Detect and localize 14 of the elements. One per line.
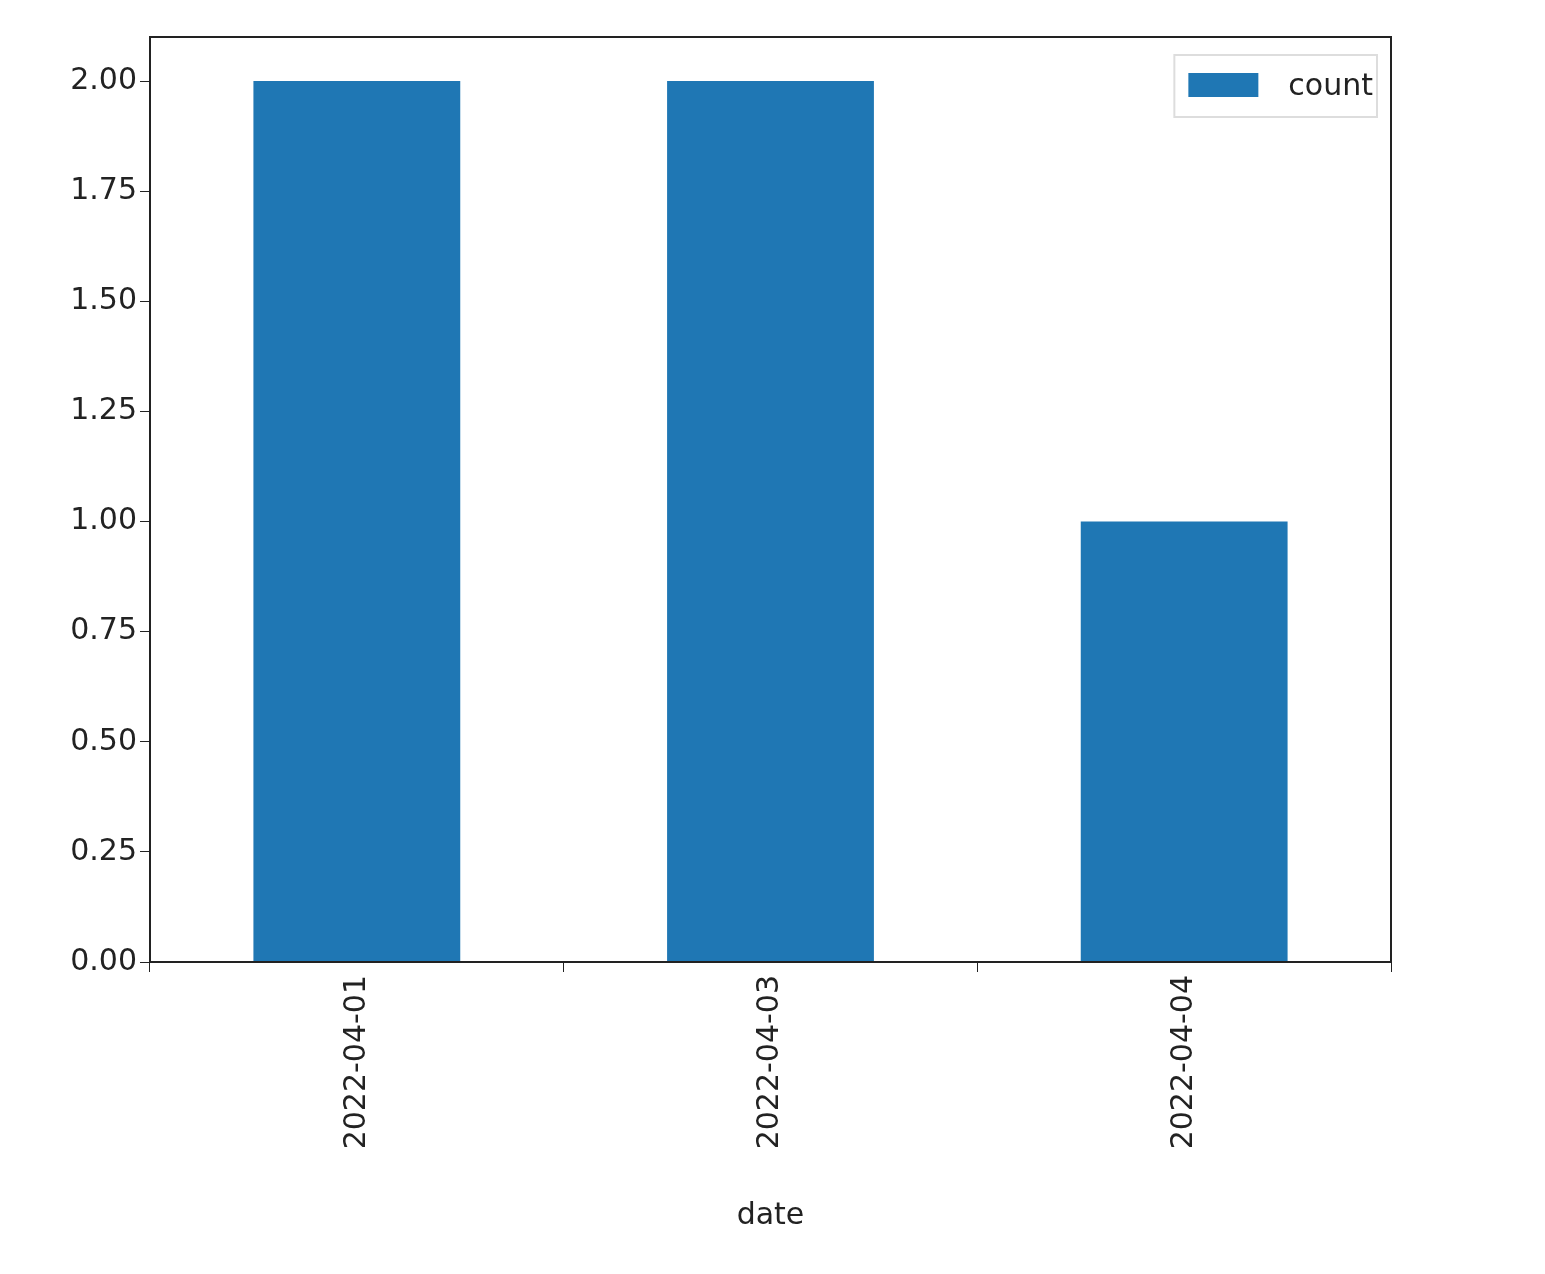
y-tick-label: 2.00 — [70, 60, 137, 96]
y-tick-label: 1.75 — [70, 170, 137, 206]
x-axis-title: date — [736, 1195, 805, 1231]
y-tick-label: 1.25 — [70, 391, 137, 427]
x-tick-label: 2022-04-04 — [1163, 975, 1199, 1150]
y-tick-label: 0.25 — [70, 831, 137, 867]
x-tick-label: 2022-04-03 — [750, 975, 786, 1150]
legend-label: count — [1288, 66, 1374, 102]
y-tick-label: 0.75 — [70, 611, 137, 647]
y-tick-label: 0.50 — [70, 721, 137, 757]
y-tick-label: 0.00 — [70, 941, 137, 977]
y-tick-label: 1.50 — [70, 281, 137, 317]
x-tick-label: 2022-04-01 — [336, 975, 372, 1150]
y-tick-label: 1.00 — [70, 501, 137, 537]
